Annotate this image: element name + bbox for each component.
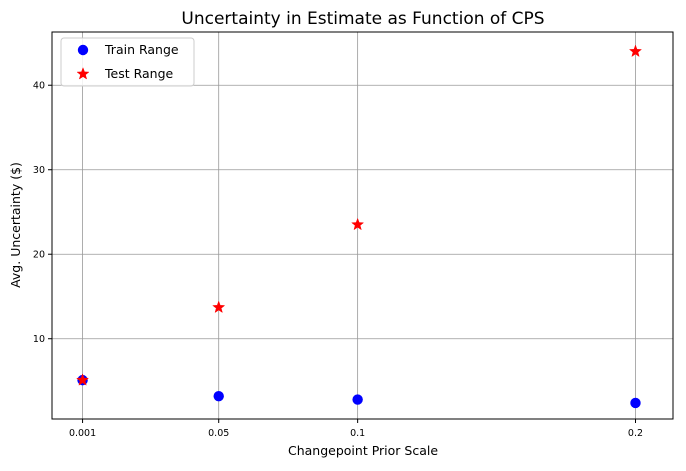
x-tick-label: 0.001 [69,428,96,439]
axis-ticks: 0.001 0.05 0.1 0.2 10 20 30 40 [33,81,643,439]
data-point-test-range [75,373,90,386]
y-tick-label: 20 [33,250,45,261]
legend-label-test-range: Test Range [104,66,174,81]
y-tick-label: 30 [33,165,45,176]
legend-box [60,37,195,87]
legend-label-train-range: Train Range [104,42,179,57]
data-point-train-range [630,397,641,409]
legend-symbol-train-range [77,44,89,56]
legend-symbol-test-range [76,67,90,80]
x-tick-label: 0.05 [208,428,229,439]
legend-marker-test-range [76,67,90,80]
y-axis-label: Avg. Uncertainty ($) [8,162,23,288]
data-point-test-range [628,44,643,58]
plot-frame [51,31,674,420]
x-tick-label: 0.1 [350,428,365,439]
y-tick-label: 10 [33,334,45,345]
y-tick-label: 40 [33,81,45,92]
data-point-train-range [352,394,363,405]
data-point-test-range [212,300,226,314]
x-tick-label: 0.2 [628,428,643,439]
data-point-test-range [351,217,365,231]
data-point-train-range [213,390,224,402]
legend-marker-train-range [77,44,89,56]
data-marks [75,44,643,409]
x-axis-label: Changepoint Prior Scale [288,443,438,458]
chart-title: Uncertainty in Estimate as Function of C… [181,9,544,29]
legend: Train Range Test Range [60,37,195,87]
